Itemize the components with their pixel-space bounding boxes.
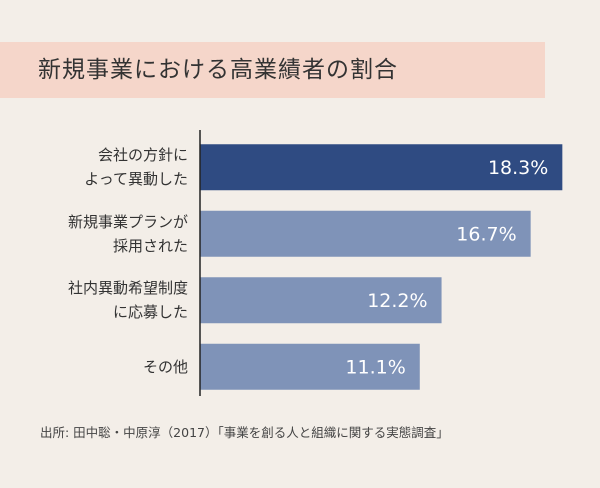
source-note: 出所: 田中聡・中原淳（2017）「事業を創る人と組織に関する実態調査」 [40, 425, 449, 440]
bar [200, 210, 531, 257]
category-label: その他 [142, 357, 188, 376]
bar [200, 343, 420, 390]
chart-title: 新規事業における高業績者の割合 [0, 42, 545, 98]
category-label: 新規事業プランが 採用された [67, 212, 188, 255]
category-label: 会社の方針に よって異動した [84, 146, 188, 189]
category-label: 社内異動希望制度 に応募した [67, 279, 188, 322]
value-label: 18.3% [488, 157, 548, 179]
bar [200, 144, 563, 191]
value-label: 16.7% [456, 223, 516, 245]
value-label: 12.2% [367, 290, 427, 312]
value-label: 11.1% [345, 356, 405, 378]
bar [200, 277, 442, 324]
